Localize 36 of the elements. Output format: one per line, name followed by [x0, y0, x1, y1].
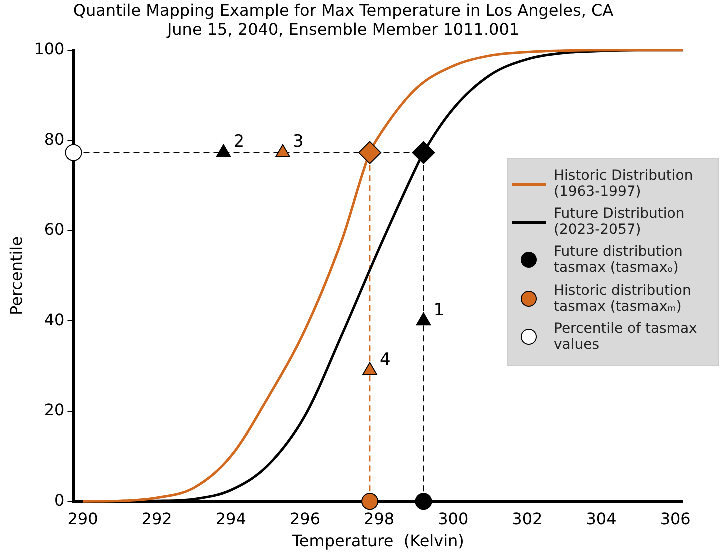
chart-subtitle: June 15, 2040, Ensemble Member 1011.001 [166, 20, 520, 39]
point [362, 493, 379, 510]
annotation: 2 [234, 132, 245, 152]
point [276, 144, 290, 158]
y-axis-title: Percentile [6, 236, 26, 316]
x-tick-label: 292 [142, 509, 172, 528]
legend-label: Percentile of tasmax values [554, 320, 698, 353]
legend-label: Historic distribution tasmax (tasmaxₘ) [554, 282, 692, 315]
y-tick-label: 0 [54, 490, 65, 510]
x-tick-label: 306 [660, 509, 691, 528]
x-tick-label: 304 [586, 509, 617, 528]
point [358, 141, 382, 164]
annotation: 4 [380, 350, 391, 370]
y-tick-label: 80 [44, 130, 65, 149]
x-tick-label: 290 [68, 509, 98, 528]
y-tick-label: 100 [34, 40, 65, 59]
x-tick-label: 302 [512, 509, 543, 528]
x-axis-title: Temperature (Kelvin) [291, 532, 464, 551]
point [416, 312, 432, 326]
x-tick-label: 300 [438, 509, 469, 528]
x-tick-label: 294 [216, 509, 246, 528]
y-tick-label: 60 [44, 220, 65, 240]
legend-label: Historic Distribution (1963-1997) [554, 168, 694, 200]
y-tick-label: 40 [44, 310, 65, 330]
point [412, 141, 436, 164]
legend-label: Future Distribution (2023-2057) [554, 206, 686, 238]
point [415, 493, 432, 510]
x-tick-label: 298 [364, 509, 395, 528]
annotation: 1 [434, 300, 445, 321]
y-tick-label: 20 [44, 400, 65, 420]
legend-label: Future distribution tasmax (tasmaxₒ) [554, 244, 684, 277]
point [216, 144, 232, 158]
x-tick-label: 296 [290, 509, 320, 528]
annotation: 3 [293, 132, 304, 152]
point [65, 144, 82, 162]
chart-title: Quantile Mapping Example for Max Temperature in Los Angeles, CA [73, 0, 614, 20]
